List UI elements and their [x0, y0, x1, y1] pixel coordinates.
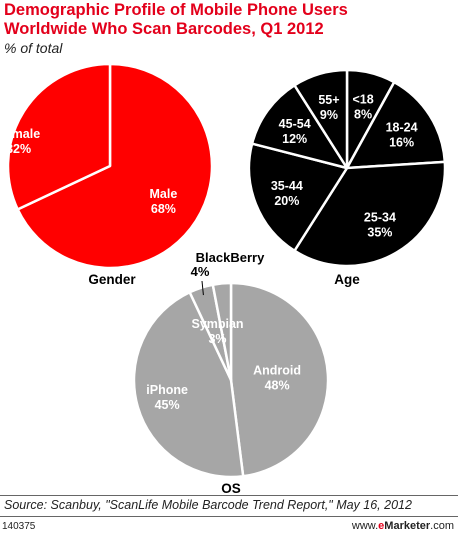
brand-credit[interactable]: www.eMarketer.com [352, 520, 454, 532]
os-iphone-label: iPhone [146, 383, 188, 397]
age-25-34-value-label: 35% [367, 226, 392, 240]
os-android-label: Android [253, 363, 301, 377]
age-slice-55-plus [293, 68, 349, 170]
age-under-18-label: <18 [352, 92, 373, 106]
brand-suffix: .com [430, 520, 454, 532]
os-pie-title: OS [221, 481, 241, 496]
gender-female-value-label: 32% [6, 142, 31, 156]
brand-prefix: www. [351, 520, 379, 532]
age-18-24-label: 18-24 [386, 120, 418, 134]
chart-subtitle: % of total [4, 40, 63, 56]
chart-id: 140375 [2, 521, 36, 532]
source-note: Source: Scanbuy, "ScanLife Mobile Barcod… [4, 498, 412, 512]
brand-e: e [378, 520, 385, 532]
age-slice-35-44 [247, 142, 349, 252]
gender-slice-male [16, 62, 214, 270]
os-pie [132, 281, 330, 479]
os-android-value-label: 48% [265, 378, 290, 392]
age-slice-18-24 [345, 80, 447, 170]
os-slice-iphone [132, 290, 245, 479]
age-18-24-value-label: 16% [389, 135, 414, 149]
age-slice-25-34 [293, 160, 447, 268]
chart-title-line-2: Worldwide Who Scan Barcodes, Q1 2012 [4, 20, 324, 38]
age-45-54-label: 45-54 [279, 117, 311, 131]
gender-slice-female [6, 62, 112, 211]
age-55-plus-label: 55+ [318, 93, 339, 107]
gender-female-label: Female [0, 127, 40, 141]
gender-male-value-label: 68% [151, 202, 176, 216]
chart-title: Demographic Profile of Mobile Phone User… [4, 1, 454, 39]
age-under-18-value-label: 8% [354, 107, 372, 121]
footer-top-rule [0, 495, 458, 496]
age-55-plus-value-label: 9% [320, 108, 338, 122]
age-45-54-value-label: 12% [282, 132, 307, 146]
os-blackberry-leader-line [201, 280, 204, 296]
os-blackberry-label: BlackBerry [196, 250, 265, 265]
age-35-44-value-label: 20% [274, 194, 299, 208]
os-symbian-value-label: 3% [208, 332, 226, 346]
os-iphone-value-label: 45% [155, 398, 180, 412]
os-slice-symbian [211, 281, 233, 382]
brand-name: Marketer [384, 520, 431, 532]
gender-pie [6, 62, 214, 270]
chart-title-line-1: Demographic Profile of Mobile Phone User… [4, 1, 348, 19]
os-blackberry-value-label: 4% [191, 264, 210, 279]
footer-bottom-rule [0, 516, 458, 517]
age-pie [247, 68, 447, 268]
os-slice-android [229, 281, 330, 478]
age-35-44-label: 35-44 [271, 179, 303, 193]
os-symbian-label: Symbian [191, 317, 243, 331]
gender-male-label: Male [149, 187, 177, 201]
age-pie-title: Age [334, 272, 360, 287]
gender-pie-title: Gender [88, 272, 136, 287]
age-25-34-label: 25-34 [364, 211, 396, 225]
age-slice-45-54 [250, 84, 349, 170]
